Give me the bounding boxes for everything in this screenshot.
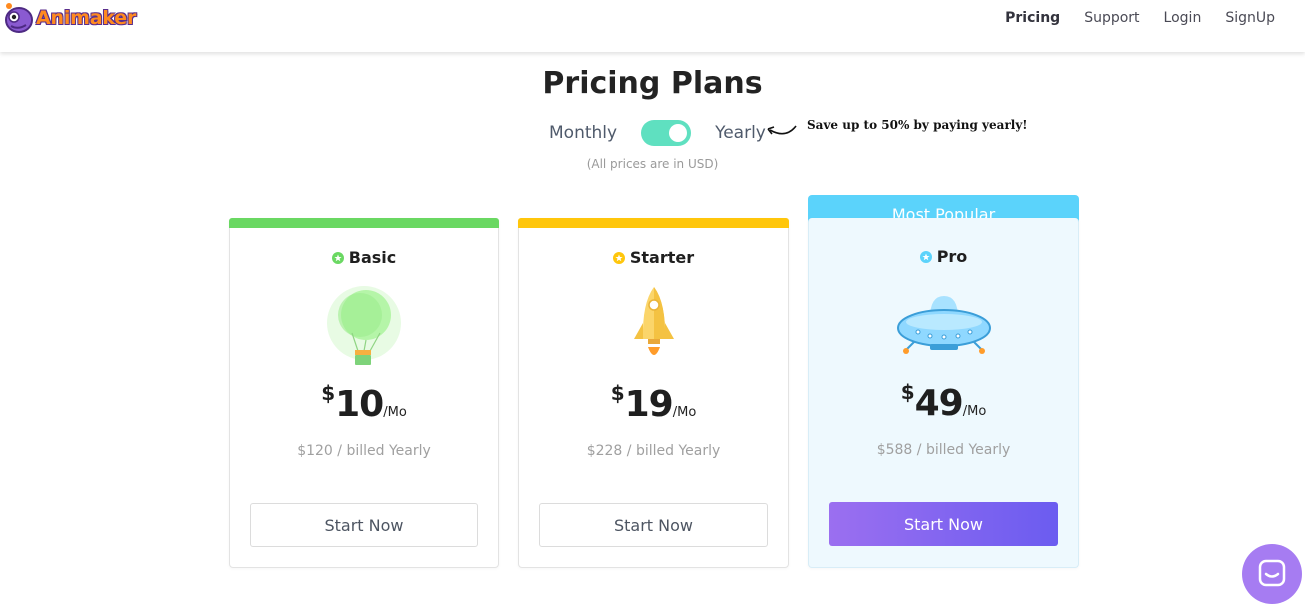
plan-price: $49/Mo (809, 380, 1078, 424)
plan-name-label: Basic (348, 248, 397, 267)
plan-card-starter: Starter $19/Mo $228 / billed Yearly Star… (518, 218, 789, 568)
star-icon (919, 251, 932, 263)
billing-toggle-row: Monthly Yearly (549, 118, 766, 148)
price-period: /Mo (962, 404, 987, 419)
plan-title: Starter (519, 248, 788, 267)
billed-yearly-text: $120 / billed Yearly (297, 443, 431, 459)
price-amount: 19 (624, 384, 674, 425)
page-title: Pricing Plans (542, 66, 763, 101)
plan-name-label: Starter (629, 248, 695, 267)
monthly-label[interactable]: Monthly (549, 123, 618, 143)
main-nav: Pricing Support Login SignUp (1005, 10, 1275, 26)
billed-yearly-text: $228 / billed Yearly (586, 443, 721, 459)
nav-support[interactable]: Support (1084, 10, 1140, 26)
ufo-icon (896, 296, 991, 354)
chat-icon (1258, 559, 1286, 587)
plan-color-bar (229, 218, 499, 228)
toggle-knob (669, 124, 688, 142)
hot-air-balloon-icon (327, 286, 401, 365)
star-icon (331, 252, 344, 264)
currency-symbol: $ (900, 380, 915, 404)
plan-price: $19/Mo (519, 381, 788, 425)
plan-color-bar (518, 218, 789, 228)
start-now-button[interactable]: Start Now (250, 503, 478, 547)
nav-signup[interactable]: SignUp (1225, 10, 1275, 26)
yearly-label[interactable]: Yearly (715, 123, 766, 143)
yearly-savings-note: Save up to 50% by paying yearly! (807, 118, 1028, 132)
rocket-icon (633, 287, 674, 355)
price-period: /Mo (383, 405, 407, 420)
plan-price: $10/Mo (230, 381, 498, 425)
plan-card-pro: Pro $49/Mo $588 / billed Yearly Start No… (808, 218, 1079, 568)
animaker-logo[interactable]: Animaker (2, 0, 136, 36)
price-amount: 49 (914, 383, 964, 424)
nav-pricing[interactable]: Pricing (1005, 10, 1061, 26)
mascot-icon (5, 3, 33, 33)
billed-yearly-text: $588 / billed Yearly (876, 442, 1011, 458)
currency-note: (All prices are in USD) (586, 157, 719, 171)
start-now-button[interactable]: Start Now (829, 502, 1058, 546)
price-period: /Mo (672, 405, 697, 420)
plan-name-label: Pro (936, 247, 968, 266)
start-now-button[interactable]: Start Now (539, 503, 768, 547)
billing-toggle[interactable] (641, 120, 692, 146)
plan-card-basic: Basic $10/Mo $120 / billed Yearly Start … (229, 218, 499, 568)
chat-launcher-button[interactable] (1242, 544, 1302, 604)
logo-text: Animaker (36, 7, 137, 29)
curved-arrow-icon (767, 125, 797, 135)
price-amount: 10 (335, 384, 384, 425)
plan-title: Pro (809, 247, 1078, 266)
star-icon (612, 252, 625, 264)
plan-title: Basic (230, 248, 498, 267)
top-nav-bar: Animaker Pricing Support Login SignUp (0, 0, 1305, 52)
currency-symbol: $ (321, 381, 336, 405)
currency-symbol: $ (610, 381, 625, 405)
nav-login[interactable]: Login (1163, 10, 1202, 26)
